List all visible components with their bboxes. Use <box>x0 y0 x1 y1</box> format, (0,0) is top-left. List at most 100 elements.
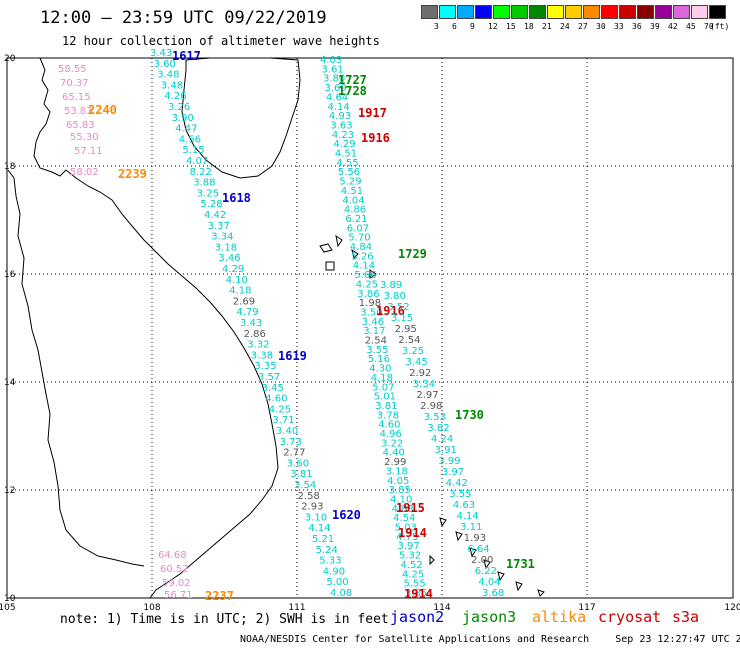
colorbar-swatch <box>439 5 456 19</box>
wave-height-value: 4.18 <box>371 373 393 384</box>
longitude-tick-label: 111 <box>288 603 305 613</box>
latitude-tick-label: 16 <box>4 270 16 280</box>
pass-time-label: 2239 <box>118 167 147 181</box>
wave-height-value: 3.97 <box>398 541 420 552</box>
wave-height-value: 3.80 <box>323 74 345 85</box>
wave-height-value: 3.37 <box>208 221 230 232</box>
wave-height-value: 3.46 <box>362 317 384 328</box>
wave-height-value: 3.50 <box>360 308 382 319</box>
spratly-islands <box>429 517 545 597</box>
wave-height-value: 6.21 <box>345 214 367 225</box>
credit-text: NOAA/NESDIS Center for Satellite Applica… <box>240 634 590 645</box>
wave-height-value: 3.48 <box>157 70 179 81</box>
wave-height-value: 4.63 <box>453 500 475 511</box>
wave-height-value: 2.54 <box>365 336 387 347</box>
colorbar-label: 30 <box>596 22 606 31</box>
wave-height-value: 55.30 <box>70 132 99 143</box>
wave-height-value: 6.07 <box>347 223 369 234</box>
wave-height-value: 3.73 <box>280 437 302 448</box>
wave-height-value: 3.35 <box>254 361 276 372</box>
wave-height-value: 4.51 <box>335 149 357 160</box>
satellite-tracks: 3.433.603.483.484.263.263.904.474.565.15… <box>58 48 535 603</box>
track-jason3-b: 3.893.803.523.152.952.543.253.452.923.34… <box>380 247 535 599</box>
wave-height-value: 3.60 <box>287 458 309 469</box>
map-title: 12:00 – 23:59 UTC 09/22/2019 <box>40 8 327 28</box>
wave-height-value: 4.25 <box>356 279 378 290</box>
wave-height-value: 8.22 <box>190 167 212 178</box>
legend-jason3: jason3 <box>462 608 517 626</box>
wave-height-value: 3.48 <box>161 80 183 91</box>
pass-time-label: 1915 <box>396 501 425 515</box>
pass-time-label: 1727 <box>338 73 367 87</box>
wave-height-value: 3.34 <box>211 232 233 243</box>
wave-height-value: 2.97 <box>416 390 438 401</box>
colorbar-swatch <box>493 5 510 19</box>
wave-height-value: 3.15 <box>391 313 413 324</box>
wave-height-value: 3.88 <box>193 178 215 189</box>
pass-time-label: 1916 <box>361 131 390 145</box>
wave-height-value: 4.55 <box>336 158 358 169</box>
wave-height-value: 2.58 <box>298 491 320 502</box>
longitude-tick-label: 108 <box>143 603 160 613</box>
wave-height-value: 3.89 <box>380 280 402 291</box>
credit-line: NOAA/NESDIS Center for Satellite Applica… <box>240 634 740 645</box>
wave-height-value: 5.70 <box>348 233 370 244</box>
wave-height-value: 70.37 <box>60 78 89 89</box>
wave-height-value: 4.52 <box>401 560 423 571</box>
wave-height-value: 4.64 <box>326 92 348 103</box>
longitude-tick-label: 105 <box>0 603 16 613</box>
wave-height-value: 4.29 <box>333 139 355 150</box>
wave-height-value: 4.23 <box>332 130 354 141</box>
track-jason3-a: 4.033.613.803.694.644.144.933.634.234.29… <box>320 55 427 599</box>
paracel-islands <box>319 234 377 279</box>
pass-time-label: 1620 <box>332 508 361 522</box>
wave-height-value: 2.93 <box>301 502 323 513</box>
colorbar-swatch <box>637 5 654 19</box>
wave-height-value: 4.30 <box>369 364 391 375</box>
wave-height-value: 4.18 <box>229 286 251 297</box>
colorbar-label: (ft) <box>710 22 730 31</box>
wave-height-value: 4.84 <box>350 242 372 253</box>
wave-height-value: 4.29 <box>222 264 244 275</box>
wave-height-value: 4.60 <box>378 420 400 431</box>
wave-height-value: 4.42 <box>204 210 226 221</box>
wave-height-value: 4.51 <box>341 186 363 197</box>
wave-height-value: 1.93 <box>464 533 486 544</box>
wave-height-value: 59.02 <box>162 578 191 589</box>
wave-height-value: 4.14 <box>353 261 375 272</box>
map-frame <box>6 57 734 599</box>
colorbar-label: 33 <box>614 22 624 31</box>
wave-height-value: 3.53 <box>424 412 446 423</box>
wave-height-value: 3.10 <box>305 512 327 523</box>
pass-time-label: 1914 <box>398 526 427 540</box>
credit-timestamp: Sep 23 12:27:47 UTC 2019 <box>615 634 740 645</box>
wave-height-value: 2.86 <box>244 329 266 340</box>
wave-height-value: 4.04 <box>342 195 364 206</box>
wave-height-value: 3.22 <box>381 438 403 449</box>
wave-height-value: 4.93 <box>329 111 351 122</box>
colorbar-swatch <box>565 5 582 19</box>
wave-height-value: 3.90 <box>172 113 194 124</box>
wave-height-value: 4.08 <box>330 588 352 599</box>
wave-height-value: 4.42 <box>446 478 468 489</box>
wave-height-value: 3.18 <box>386 466 408 477</box>
coastline-mainland <box>33 57 279 599</box>
wave-height-value: 60.52 <box>160 564 189 575</box>
wave-height-value: 3.85 <box>389 485 411 496</box>
legend-s3a: s3a <box>672 608 700 626</box>
wave-height-value: 65.15 <box>62 92 91 103</box>
pass-time-label: 2240 <box>88 103 117 117</box>
wave-height-value: 5.29 <box>339 177 361 188</box>
colorbar-swatch <box>601 5 618 19</box>
wave-height-value: 5.26 <box>351 251 373 262</box>
colorbar-label: 42 <box>668 22 678 31</box>
latitude-tick-label: 14 <box>4 378 16 388</box>
wave-height-value: 5.33 <box>319 556 341 567</box>
wave-height-value: 5.16 <box>368 354 390 365</box>
wave-height-value: 6.64 <box>467 544 489 555</box>
wave-height-value: 4.05 <box>387 476 409 487</box>
wave-height-value: 3.60 <box>154 59 176 70</box>
wave-height-value: 4.03 <box>320 55 342 66</box>
coastline-hainan <box>181 57 301 179</box>
